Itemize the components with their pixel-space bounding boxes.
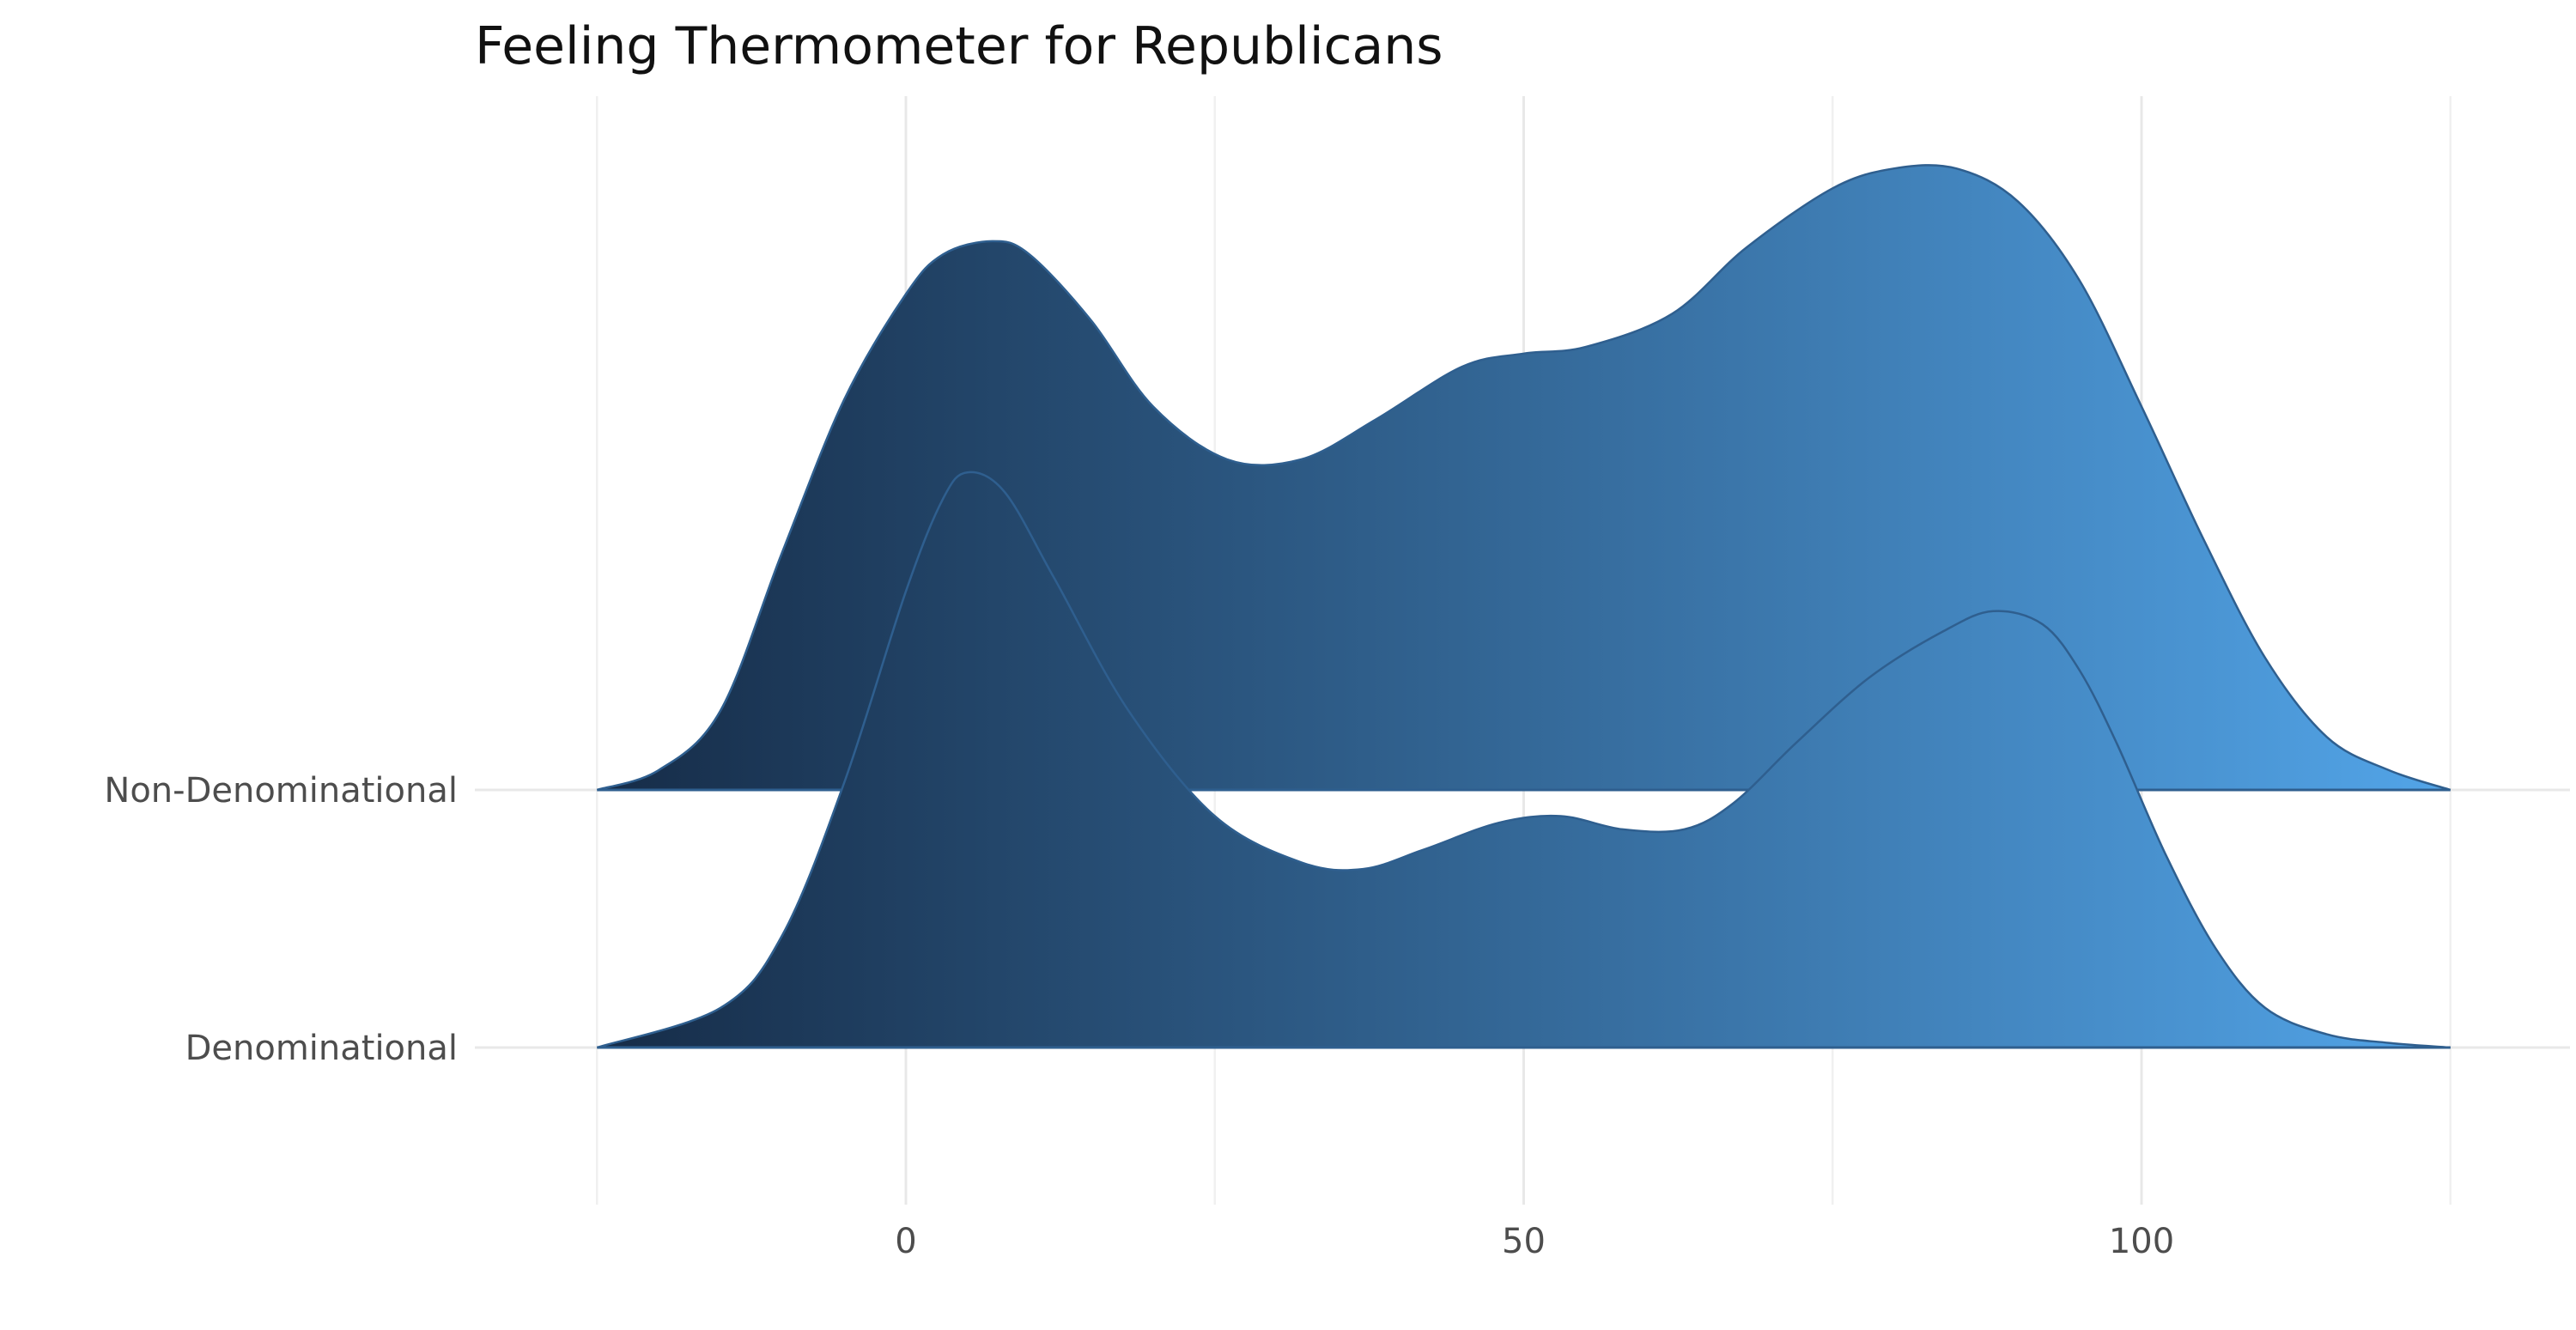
ridge-outline-denominational — [596, 471, 2451, 1049]
y-tick-label: Non-Denominational — [104, 771, 458, 811]
x-tick-label: 100 — [2109, 1222, 2174, 1261]
x-tick-label: 0 — [895, 1222, 916, 1261]
y-tick-label: Denominational — [185, 1029, 458, 1068]
ridge-outline-non-denominational — [596, 164, 2451, 792]
x-axis: 0 50 100 — [895, 1222, 2174, 1261]
x-tick-label: 50 — [1502, 1222, 1546, 1261]
ridges — [596, 164, 2451, 1049]
chart-title: Feeling Thermometer for Republicans — [475, 16, 1443, 76]
y-axis: Denominational Non-Denominational — [104, 771, 458, 1068]
ridge-area-denominational — [597, 471, 2451, 1048]
